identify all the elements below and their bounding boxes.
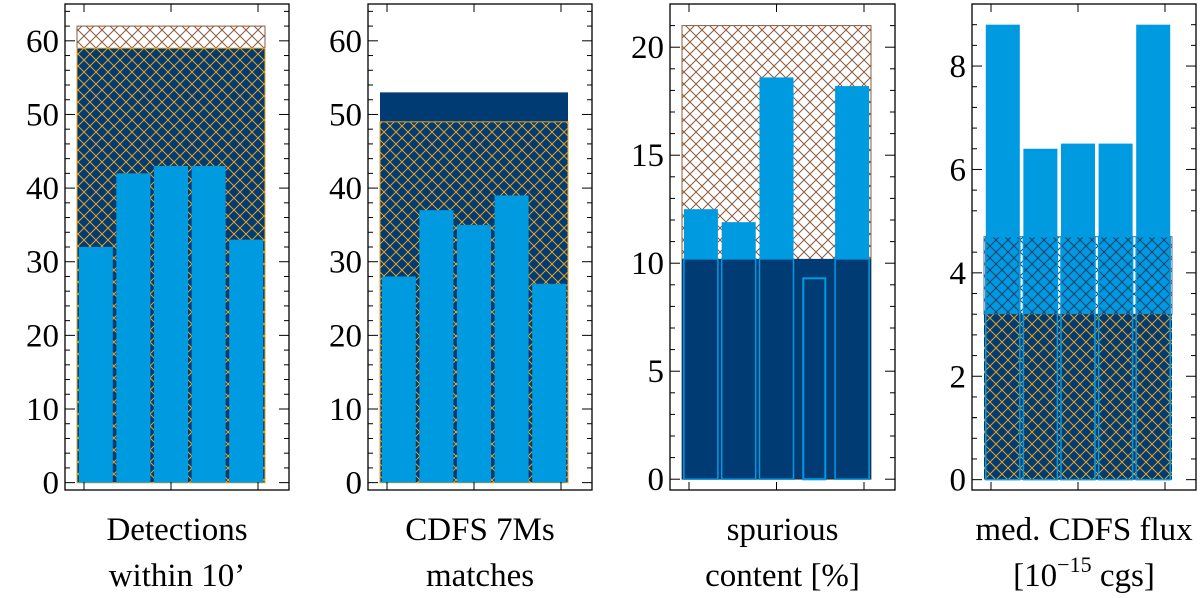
y-tick-label: 10 bbox=[631, 246, 664, 282]
axes-frame bbox=[669, 3, 896, 491]
bar bbox=[419, 210, 454, 483]
panel-3: 0 5 10 15 20 spurious content [%] bbox=[631, 3, 896, 594]
bar-outline bbox=[834, 258, 870, 480]
bar-outline bbox=[1060, 235, 1096, 481]
x-axis-label-line1: Detections bbox=[106, 512, 247, 548]
bar-outline bbox=[758, 258, 795, 480]
x-axis-label-line1: CDFS 7Ms bbox=[405, 512, 554, 548]
dark-hatch-overlay bbox=[984, 314, 1172, 480]
y-tick-label: 4 bbox=[950, 256, 967, 292]
bar-outline bbox=[802, 277, 827, 481]
y-tick-label: 10 bbox=[329, 392, 362, 428]
bar bbox=[191, 166, 226, 483]
y-tick-label: 8 bbox=[950, 49, 967, 85]
y-tick-label: 50 bbox=[329, 97, 362, 133]
bar bbox=[457, 224, 491, 483]
panel-1: 0 10 20 30 40 50 60 Detections within 10’ bbox=[26, 3, 290, 594]
y-tick-label: 20 bbox=[329, 318, 362, 354]
bar bbox=[532, 283, 567, 483]
x-label-unit: cgs] bbox=[1092, 558, 1155, 594]
y-tick-label: 5 bbox=[648, 354, 665, 390]
bar bbox=[229, 239, 264, 483]
y-tick-label: 0 bbox=[346, 466, 363, 502]
x-axis-label-line1: spurious bbox=[727, 512, 839, 548]
y-tick-label: 40 bbox=[26, 171, 59, 207]
background-hatch bbox=[983, 236, 1173, 315]
bar-outline bbox=[1135, 235, 1171, 481]
y-tick-label: 10 bbox=[26, 392, 59, 428]
y-tick-label: 60 bbox=[26, 24, 59, 60]
y-tick-label: 0 bbox=[648, 462, 665, 498]
y-tick-label: 6 bbox=[950, 152, 967, 188]
x-axis-label-line2: matches bbox=[426, 558, 534, 594]
x-axis-label-line2: content [%] bbox=[705, 558, 860, 594]
y-tick-label: 20 bbox=[26, 318, 59, 354]
y-tick-label: 50 bbox=[26, 97, 59, 133]
x-label-base: [10 bbox=[1013, 558, 1057, 594]
bar bbox=[116, 173, 151, 483]
y-tick-label: 0 bbox=[43, 466, 60, 502]
y-tick-label: 60 bbox=[329, 24, 362, 60]
y-tick-label: 30 bbox=[26, 245, 59, 281]
bar-outline bbox=[985, 235, 1021, 481]
bar bbox=[154, 166, 188, 483]
x-axis-label-line2: [10−15 cgs] bbox=[1013, 552, 1155, 594]
bar bbox=[381, 276, 416, 483]
panel-2: 0 10 20 30 40 50 60 CDFS 7Ms matches bbox=[329, 3, 593, 594]
bar bbox=[494, 195, 529, 483]
bar-outline bbox=[1097, 235, 1134, 481]
x-axis-label-line1: med. CDFS flux bbox=[975, 512, 1193, 548]
y-tick-label: 0 bbox=[950, 463, 967, 499]
x-axis-label-line2: within 10’ bbox=[109, 558, 246, 594]
bar-outline bbox=[720, 258, 757, 480]
y-tick-label: 2 bbox=[950, 359, 967, 395]
axes-frame bbox=[971, 3, 1197, 491]
panel-4: 0 2 4 6 8 med. CDFS flux [10−15 cgs] bbox=[950, 3, 1197, 594]
bar-outline bbox=[683, 258, 719, 480]
y-tick-label: 40 bbox=[329, 171, 362, 207]
dark-region bbox=[682, 258, 871, 480]
x-label-exponent: −15 bbox=[1057, 552, 1091, 577]
y-tick-label: 30 bbox=[329, 245, 362, 281]
bar bbox=[78, 247, 113, 483]
y-tick-label: 15 bbox=[631, 138, 664, 174]
y-tick-label: 20 bbox=[631, 30, 664, 66]
bar-outline bbox=[1022, 235, 1059, 481]
